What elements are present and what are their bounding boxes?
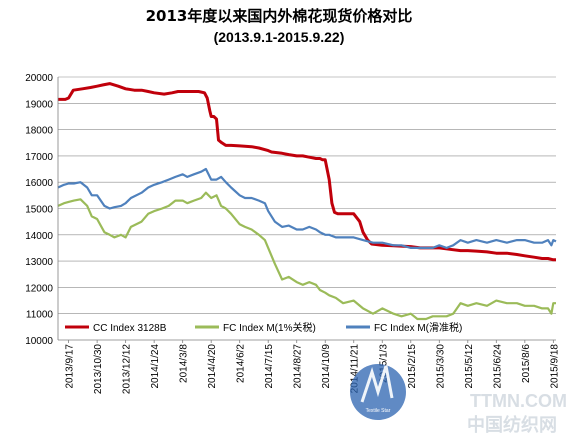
chart-title: 2013年度以来国内外棉花现货价格对比 xyxy=(146,7,413,25)
y-tick-label: 18000 xyxy=(25,126,53,137)
y-tick-label: 14000 xyxy=(25,231,53,242)
x-tick-label: 2013/9/17 xyxy=(65,344,76,389)
legend: CC Index 3128B FC Index M(1%关税) FC Index M… xyxy=(65,321,462,334)
x-tick-label: 2014/11/21 xyxy=(350,344,361,394)
series-lines xyxy=(57,82,557,321)
x-tick-label: 2014/3/8 xyxy=(179,344,190,383)
y-tick-label: 19000 xyxy=(25,99,53,110)
y-tick-label: 11000 xyxy=(26,310,54,321)
y-tick-label: 16000 xyxy=(25,178,53,189)
series-line-2 xyxy=(57,191,556,321)
legend-label: CC Index 3128B xyxy=(93,323,167,334)
y-tick-label: 15000 xyxy=(25,205,53,216)
watermark-subtext: TTMN.COM xyxy=(470,391,567,411)
x-axis-ticks: 2013/9/17 2013/10/30 2013/12/12 2014/1/24 20… xyxy=(65,340,560,394)
x-tick-label: 2015/1/3 xyxy=(378,344,389,383)
x-tick-label: 2015/5/12 xyxy=(464,344,475,389)
legend-label: FC Index M(1%关税) xyxy=(223,321,316,334)
x-tick-label: 2015/6/24 xyxy=(492,344,503,389)
chart-subtitle: (2013.9.1-2015.9.22) xyxy=(214,29,345,45)
legend-label: FC Index M(滑准税) xyxy=(374,321,462,334)
x-tick-label: 2015/3/30 xyxy=(435,344,446,389)
x-tick-label: 2015/2/15 xyxy=(407,344,418,389)
x-tick-label: 2014/8/27 xyxy=(293,344,304,389)
y-tick-label: 13000 xyxy=(25,257,53,268)
x-tick-label: 2014/10/9 xyxy=(321,344,332,389)
x-tick-label: 2015/9/18 xyxy=(549,344,560,389)
x-tick-label: 2014/6/2 xyxy=(236,344,247,383)
y-tick-label: 10000 xyxy=(25,336,53,347)
series-line-3 xyxy=(57,167,557,249)
x-tick-label: 2015/8/6 xyxy=(521,344,532,383)
x-tick-label: 2014/1/24 xyxy=(150,344,161,389)
x-tick-label: 2013/12/12 xyxy=(122,344,133,394)
y-tick-label: 20000 xyxy=(25,73,53,84)
series-line-1 xyxy=(58,82,556,262)
grid-lines xyxy=(58,76,556,315)
watermark-logo-name: Textile Star xyxy=(366,408,391,414)
y-tick-label: 12000 xyxy=(25,283,53,294)
x-tick-label: 2014/4/20 xyxy=(207,344,218,389)
x-tick-label: 2013/10/30 xyxy=(93,344,104,394)
y-axis-ticks: 10000 11000 12000 13000 14000 15000 16000 17000… xyxy=(25,73,53,347)
watermark-text: 中国纺织网 xyxy=(467,414,557,435)
y-tick-label: 17000 xyxy=(25,152,53,163)
x-tick-label: 2014/7/15 xyxy=(264,344,275,389)
watermark-logo: Textile Star TTMN.COM 中国纺织网 xyxy=(350,364,567,435)
